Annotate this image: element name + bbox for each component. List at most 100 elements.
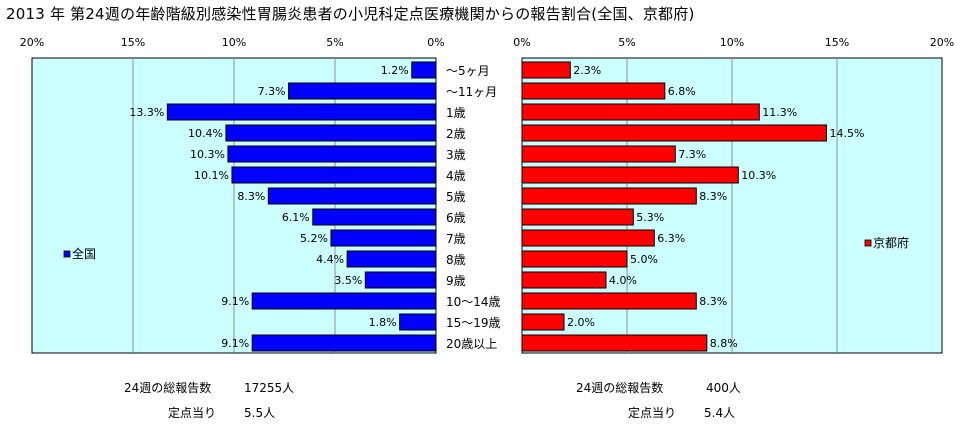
kyoto-per-site-value: 5.4人 <box>704 406 736 420</box>
legend-swatch-national <box>63 250 71 258</box>
x-tick-label: 20% <box>20 36 44 49</box>
x-tick-label: 15% <box>121 36 145 49</box>
bar-national <box>166 103 437 121</box>
data-label-national: 6.1% <box>282 211 310 224</box>
data-label-kyoto: 8.3% <box>699 295 727 308</box>
bar-national <box>251 292 437 310</box>
data-label-national: 10.3% <box>190 148 225 161</box>
category-label: 3歳 <box>446 148 466 162</box>
data-label-kyoto: 2.3% <box>573 64 601 77</box>
x-tick-label: 10% <box>222 36 246 49</box>
bar-national <box>227 145 437 163</box>
bar-national <box>288 82 437 100</box>
bar-national <box>267 187 437 205</box>
national-legend: 全国 <box>63 246 96 261</box>
category-label: 15～19歳 <box>446 316 501 330</box>
data-label-kyoto: 5.0% <box>630 253 658 266</box>
data-label-national: 8.3% <box>237 190 265 203</box>
bar-national <box>346 250 437 268</box>
kyoto-legend: 京都府 <box>864 235 909 250</box>
legend-label-kyoto: 京都府 <box>873 235 909 250</box>
legend-label-national: 全国 <box>72 246 96 261</box>
data-label-national: 1.2% <box>381 64 409 77</box>
category-label: 6歳 <box>446 211 466 225</box>
kyoto-total-value: 400人 <box>706 381 741 395</box>
kyoto-total-label: 24週の総報告数 <box>576 381 664 395</box>
data-label-national: 13.3% <box>129 106 164 119</box>
data-label-national: 7.3% <box>258 85 286 98</box>
bar-national <box>399 313 437 331</box>
national-per-site-value: 5.5人 <box>244 406 276 420</box>
bar-national <box>411 61 437 79</box>
data-label-kyoto: 5.3% <box>636 211 664 224</box>
data-label-national: 9.1% <box>221 295 249 308</box>
legend-swatch-kyoto <box>864 239 872 247</box>
data-label-kyoto: 10.3% <box>741 169 776 182</box>
data-label-kyoto: 11.3% <box>762 106 797 119</box>
data-label-national: 9.1% <box>221 337 249 350</box>
data-label-kyoto: 8.8% <box>710 337 738 350</box>
category-label: 4歳 <box>446 169 466 183</box>
data-label-kyoto: 8.3% <box>699 190 727 203</box>
bar-kyoto <box>521 208 634 226</box>
bar-kyoto <box>521 271 607 289</box>
category-label: 1歳 <box>446 106 466 120</box>
bar-kyoto <box>521 82 666 100</box>
category-label: 10～14歳 <box>446 295 501 309</box>
category-label: ～5ヶ月 <box>446 64 490 78</box>
data-label-national: 10.4% <box>188 127 223 140</box>
x-tick-label: 5% <box>326 36 343 49</box>
bar-national <box>225 124 437 142</box>
bar-kyoto <box>521 103 760 121</box>
bar-national <box>251 334 437 352</box>
data-label-kyoto: 14.5% <box>830 127 865 140</box>
bar-kyoto <box>521 313 565 331</box>
left-axis-tick-labels: 20% 15% 10% 5% 0% <box>20 36 445 49</box>
category-label: 8歳 <box>446 253 466 267</box>
chart-title: 2013 年 第24週の年齢階級別感染性胃腸炎患者の小児科定点医療機関からの報告… <box>6 5 695 23</box>
bar-national <box>231 166 437 184</box>
data-label-kyoto: 6.3% <box>657 232 685 245</box>
bar-kyoto <box>521 334 708 352</box>
data-label-national: 3.5% <box>334 274 362 287</box>
x-tick-label: 5% <box>618 36 635 49</box>
national-per-site-label: 定点当り <box>168 406 217 420</box>
national-bars: 1.2% 7.3% 13.3% 10.4% 10.3% 10.1% 8.3% 6.1% 5.2%… <box>129 61 437 352</box>
national-total-label: 24週の総報告数 <box>124 381 212 395</box>
bar-kyoto <box>521 187 697 205</box>
kyoto-bars: 2.3% 6.8% 11.3% 14.5% 7.3% 10.3% 8.3% 5.3% 6.3% 5… <box>521 61 865 352</box>
kyoto-per-site-label: 定点当り <box>628 406 677 420</box>
data-label-national: 10.1% <box>194 169 229 182</box>
data-label-national: 4.4% <box>316 253 344 266</box>
bar-national <box>330 229 437 247</box>
data-label-national: 1.8% <box>369 316 397 329</box>
category-label: 5歳 <box>446 190 466 204</box>
bar-national <box>312 208 437 226</box>
right-axis-tick-labels: 0% 5% 10% 15% 20% <box>513 36 954 49</box>
x-tick-label: 15% <box>825 36 849 49</box>
bar-national <box>364 271 437 289</box>
x-tick-label: 10% <box>720 36 744 49</box>
data-label-kyoto: 6.8% <box>668 85 696 98</box>
category-label: 2歳 <box>446 127 466 141</box>
bar-kyoto <box>521 145 676 163</box>
bar-kyoto <box>521 166 739 184</box>
national-total-value: 17255人 <box>244 381 295 395</box>
data-label-national: 5.2% <box>300 232 328 245</box>
data-label-kyoto: 2.0% <box>567 316 595 329</box>
data-label-kyoto: 7.3% <box>678 148 706 161</box>
data-label-kyoto: 4.0% <box>609 274 637 287</box>
x-tick-label: 20% <box>930 36 954 49</box>
bar-kyoto <box>521 250 628 268</box>
category-label: 9歳 <box>446 274 466 288</box>
x-tick-label: 0% <box>513 36 530 49</box>
category-labels: ～5ヶ月 ～11ヶ月 1歳 2歳 3歳 4歳 5歳 6歳 7歳 8歳 9歳 10～14歳 15～19歳 2… <box>446 64 501 351</box>
bar-kyoto <box>521 229 655 247</box>
category-label: 20歳以上 <box>446 337 497 351</box>
category-label: 7歳 <box>446 232 466 246</box>
category-label: ～11ヶ月 <box>446 85 497 99</box>
x-tick-label: 0% <box>427 36 444 49</box>
bar-kyoto <box>521 124 827 142</box>
bar-kyoto <box>521 61 571 79</box>
